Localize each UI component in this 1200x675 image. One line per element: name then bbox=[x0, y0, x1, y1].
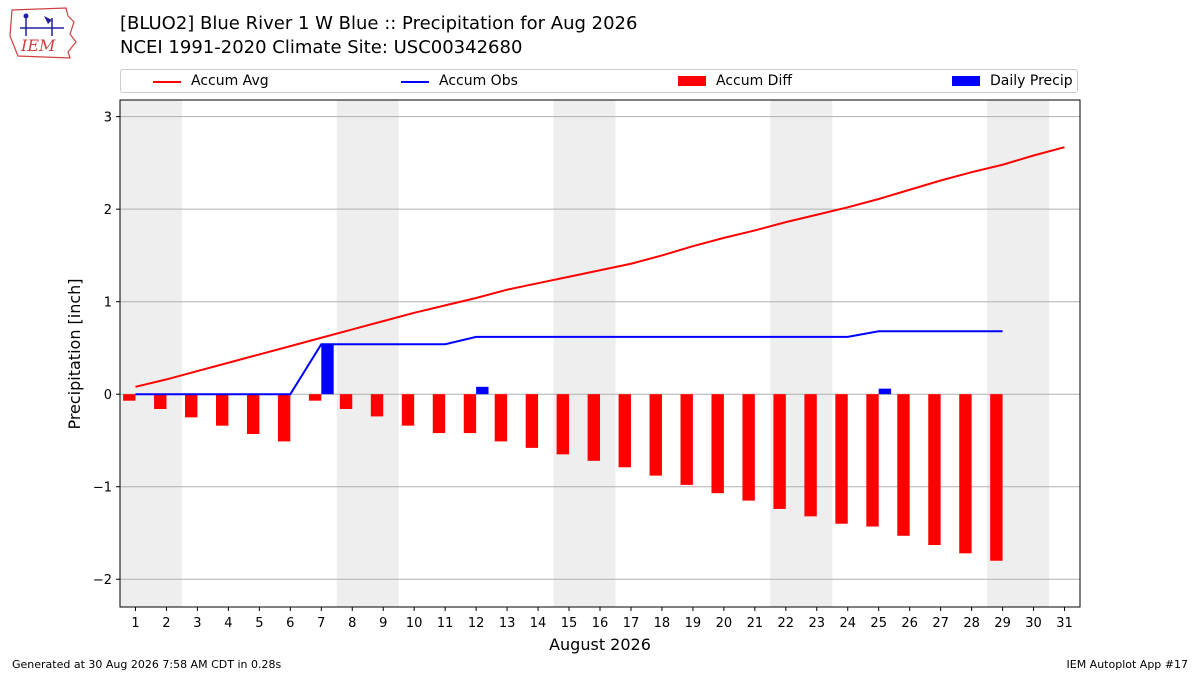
x-tick-label: 11 bbox=[437, 616, 454, 631]
x-tick-label: 7 bbox=[317, 616, 325, 631]
x-tick-label: 4 bbox=[224, 616, 232, 631]
x-tick-label: 25 bbox=[870, 616, 887, 631]
x-tick-label: 31 bbox=[1056, 616, 1073, 631]
weekend-shade-3 bbox=[770, 100, 833, 607]
accum-diff-bar-25 bbox=[866, 394, 879, 527]
x-tick-label: 21 bbox=[747, 616, 764, 631]
legend-label-accum-avg: Accum Avg bbox=[191, 73, 269, 89]
x-tick-label: 27 bbox=[932, 616, 949, 631]
accum-diff-bar-12 bbox=[463, 394, 477, 434]
accum-diff-bar-10 bbox=[401, 394, 415, 426]
accum-obs-line bbox=[135, 330, 1003, 396]
y-axis-ticks: −2 −1 0 1 2 3 bbox=[93, 111, 120, 588]
accum-diff-bar-1 bbox=[123, 394, 136, 401]
x-tick-label: 30 bbox=[1025, 616, 1042, 631]
y-tick-label: 1 bbox=[104, 296, 112, 311]
bars bbox=[123, 344, 1003, 561]
x-tick-label: 16 bbox=[592, 616, 609, 631]
x-tick-label: 24 bbox=[839, 616, 856, 631]
accum-diff-bar-7 bbox=[308, 394, 322, 401]
iem-logo: IEM bbox=[9, 7, 77, 59]
daily-precip-bar-25 bbox=[878, 388, 892, 395]
accum-diff-bar-27 bbox=[928, 394, 941, 546]
x-tick-label: 8 bbox=[348, 616, 356, 631]
x-tick-label: 29 bbox=[994, 616, 1011, 631]
accum-diff-bar-17 bbox=[618, 394, 631, 468]
accum-diff-bar-2 bbox=[154, 394, 167, 410]
x-tick-label: 18 bbox=[654, 616, 671, 631]
y-tick-label: 2 bbox=[104, 203, 112, 218]
footer-app-id: IEM Autoplot App #17 bbox=[1066, 658, 1189, 671]
x-tick-label: 15 bbox=[561, 616, 578, 631]
accum-diff-bar-5 bbox=[246, 394, 260, 434]
x-tick-label: 6 bbox=[286, 616, 294, 631]
accum-diff-bar-6 bbox=[277, 394, 291, 442]
chart-subtitle: NCEI 1991-2020 Climate Site: USC00342680 bbox=[120, 37, 523, 58]
accum-diff-bar-13 bbox=[494, 394, 508, 442]
accum-diff-bar-19 bbox=[680, 394, 693, 485]
accum-diff-bar-29 bbox=[990, 394, 1003, 561]
x-tick-label: 19 bbox=[685, 616, 702, 631]
accum-diff-bar-21 bbox=[742, 394, 755, 501]
daily-precip-bar-12 bbox=[476, 386, 489, 395]
x-tick-label: 26 bbox=[901, 616, 918, 631]
x-tick-label: 1 bbox=[131, 616, 139, 631]
daily-precip-bar-7 bbox=[321, 344, 334, 395]
accum-diff-bar-16 bbox=[587, 394, 600, 461]
y-tick-label: 3 bbox=[104, 111, 112, 126]
legend-label-accum-diff: Accum Diff bbox=[716, 73, 793, 89]
accum-diff-bar-14 bbox=[525, 394, 539, 448]
accum-diff-bar-8 bbox=[339, 394, 353, 410]
x-tick-label: 12 bbox=[468, 616, 485, 631]
x-tick-label: 22 bbox=[778, 616, 795, 631]
legend-label-daily-precip: Daily Precip bbox=[990, 73, 1073, 89]
accum-diff-bar-9 bbox=[370, 394, 384, 417]
x-tick-label: 13 bbox=[499, 616, 516, 631]
accum-diff-bar-3 bbox=[185, 394, 198, 418]
series-lines bbox=[135, 146, 1065, 396]
legend-swatch-accum-avg bbox=[153, 81, 181, 83]
x-tick-label: 28 bbox=[963, 616, 980, 631]
legend-swatch-accum-obs bbox=[401, 81, 429, 83]
legend-label-accum-obs: Accum Obs bbox=[439, 73, 518, 89]
footer-generated: Generated at 30 Aug 2026 7:58 AM CDT in … bbox=[12, 658, 282, 671]
accum-diff-bar-28 bbox=[959, 394, 972, 554]
x-tick-label: 17 bbox=[623, 616, 640, 631]
x-tick-label: 20 bbox=[716, 616, 733, 631]
x-tick-label: 14 bbox=[530, 616, 547, 631]
logo-text: IEM bbox=[20, 36, 56, 55]
x-tick-label: 9 bbox=[379, 616, 387, 631]
weekend-shading bbox=[120, 100, 1050, 607]
x-tick-label: 10 bbox=[406, 616, 423, 631]
y-axis-label: Precipitation [inch] bbox=[65, 278, 84, 429]
y-tick-label: 0 bbox=[104, 388, 112, 403]
weekend-shade-0 bbox=[120, 100, 182, 607]
chart-legend: Accum Avg Accum Obs Accum Diff Daily Pre… bbox=[120, 69, 1078, 93]
weekend-shade-2 bbox=[553, 100, 616, 607]
legend-swatch-daily-precip bbox=[952, 76, 980, 86]
accum-diff-bar-4 bbox=[216, 394, 229, 426]
y-tick-label: −2 bbox=[93, 573, 112, 588]
accum-diff-bar-26 bbox=[897, 394, 910, 536]
x-axis-label: August 2026 bbox=[549, 635, 651, 654]
x-tick-label: 23 bbox=[809, 616, 826, 631]
x-tick-label: 3 bbox=[193, 616, 201, 631]
accum-diff-bar-23 bbox=[804, 394, 817, 517]
accum-diff-bar-24 bbox=[835, 394, 848, 524]
y-tick-label: −1 bbox=[93, 481, 112, 496]
x-tick-label: 2 bbox=[162, 616, 170, 631]
accum-avg-line bbox=[135, 146, 1065, 388]
accum-diff-bar-22 bbox=[773, 394, 786, 509]
legend-swatch-accum-diff bbox=[678, 76, 706, 86]
x-axis-ticks: 1 2 3 4 5 6 7 8 9 10 11 12 13 14 15 16 17 18 19 20 21 22 23 24 2… bbox=[131, 607, 1073, 631]
chart-title: [BLUO2] Blue River 1 W Blue :: Precipita… bbox=[120, 13, 638, 34]
weekend-shade-1 bbox=[336, 100, 399, 607]
accum-diff-bar-11 bbox=[432, 394, 446, 434]
accum-diff-bar-20 bbox=[711, 394, 724, 494]
accum-diff-bar-15 bbox=[556, 394, 570, 455]
accum-diff-bar-18 bbox=[649, 394, 662, 476]
x-tick-label: 5 bbox=[255, 616, 263, 631]
